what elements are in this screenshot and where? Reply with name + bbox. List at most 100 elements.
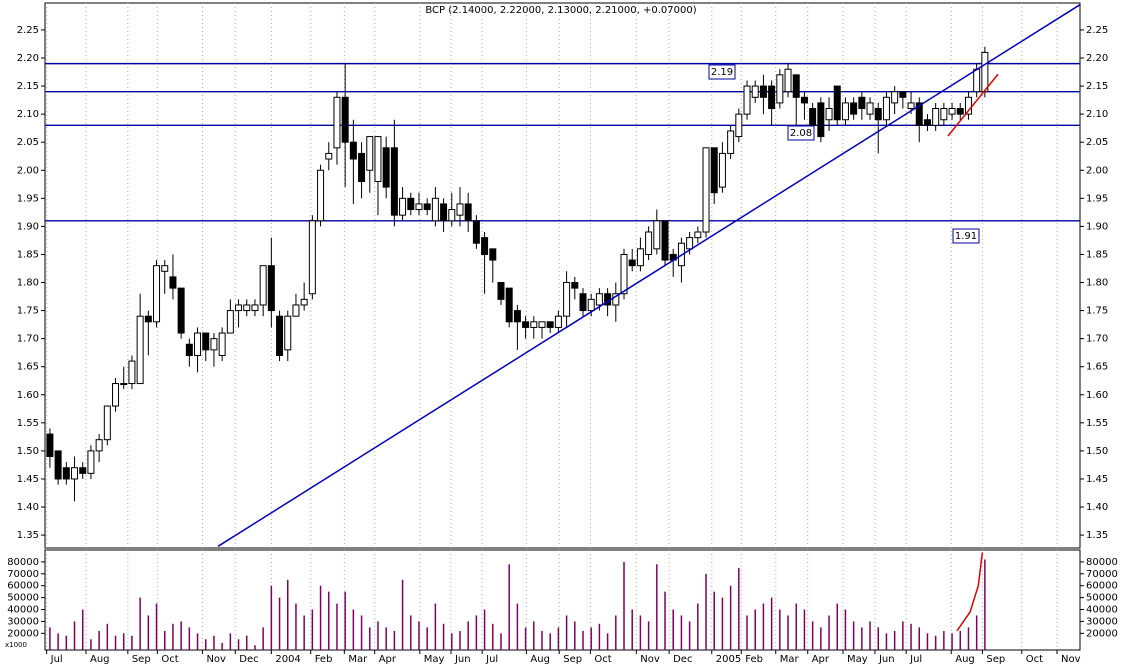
candle-body (923, 119, 931, 126)
y-tick-label: 1.40 (17, 502, 39, 513)
x-tick-label: Feb (315, 654, 333, 665)
y-tick-label: 2.25 (17, 25, 39, 36)
candle-body (948, 108, 956, 115)
x-tick-label: Oct (1026, 654, 1043, 665)
candle-body (226, 310, 234, 334)
candle-body (899, 91, 907, 98)
candle-body (71, 467, 79, 480)
y-tick-label: 2.00 (1086, 165, 1108, 176)
candle-body (513, 310, 521, 323)
x-tick-label: Jun (454, 654, 471, 665)
y-tick-label: 2.00 (17, 165, 39, 176)
candle-body (448, 209, 456, 222)
candle-body (292, 304, 300, 317)
x-tick-label: Sep (986, 654, 1005, 665)
candle-body (546, 321, 554, 328)
candle-body (809, 108, 817, 126)
plot-area: 2.19 2.08 1.91 (45, 3, 1080, 548)
candle-body (276, 315, 284, 356)
candle-body (464, 203, 472, 222)
candle-body (792, 74, 800, 98)
x-tick-label: Oct (594, 654, 611, 665)
annotation-box (952, 228, 980, 244)
candle-body (251, 304, 259, 312)
y-tick-label: 2.25 (1086, 25, 1108, 36)
candle-body (243, 304, 251, 312)
y-tick-label: 1.50 (17, 446, 39, 457)
y-tick-label: 20000 (1086, 628, 1118, 639)
y-tick-label: 1.55 (17, 418, 39, 429)
candle-body (825, 108, 833, 121)
candle-body (653, 220, 661, 250)
candle-body (645, 231, 653, 255)
candle-body (440, 203, 448, 222)
candle-body (587, 298, 595, 312)
candle-body (612, 293, 620, 306)
candle-body (62, 467, 70, 480)
candle-body (95, 439, 103, 452)
candle-body (964, 96, 972, 115)
candle-body (481, 237, 489, 255)
y-tick-label: 2.20 (17, 53, 39, 64)
annotation: 2.19 (711, 67, 733, 78)
candle-body (284, 315, 292, 351)
x-tick-label: Aug (955, 654, 975, 665)
candle-body (456, 203, 464, 216)
y-tick-label: 60000 (7, 581, 39, 592)
candle-body (571, 282, 579, 289)
candle-body (710, 147, 718, 194)
candle-body (374, 136, 382, 182)
candle-body (202, 332, 210, 351)
candle-body (112, 383, 120, 407)
candle-body (267, 265, 275, 312)
y-tick-label: 1.90 (17, 221, 39, 232)
annotation: 2.08 (790, 128, 812, 139)
annotation-box (708, 64, 736, 80)
annotation-box (787, 125, 815, 141)
x-tick-label: Apr (812, 654, 830, 665)
candle-body (194, 332, 202, 356)
y-tick-label: 1.55 (1086, 418, 1108, 429)
candle-body (702, 147, 710, 233)
candle-body (636, 248, 644, 267)
candle-body (218, 332, 226, 356)
y-tick-label: 2.10 (1086, 109, 1108, 120)
y-tick-label: 1.70 (17, 334, 39, 345)
x-tick-label: Jul (909, 654, 922, 665)
candle-body (595, 293, 603, 306)
x-tick-label: Feb (745, 654, 763, 665)
chart-title: BCP (2.14000, 2.22000, 2.13000, 2.21000,… (425, 5, 696, 16)
candle-body (768, 85, 776, 110)
candle-body (858, 96, 866, 110)
candle-body (407, 197, 415, 211)
candle-body (103, 405, 111, 441)
plot-area (46, 550, 1058, 650)
candle-body (563, 282, 571, 317)
y-tick-label: 80000 (1086, 557, 1118, 568)
y-tick-label: 1.75 (1086, 306, 1108, 317)
y-tick-label: 2.20 (1086, 53, 1108, 64)
candle-body (489, 248, 497, 261)
x-tick-label: Jun (878, 654, 895, 665)
x-tick-label: Mar (348, 654, 368, 665)
candle-body (161, 265, 169, 272)
candle-body (915, 102, 923, 126)
y-tick-label: 1.60 (17, 390, 39, 401)
candle-body (169, 276, 177, 289)
candle-body (308, 220, 316, 295)
candle-body (579, 293, 587, 312)
trend-line (956, 552, 984, 632)
y-tick-label: 30000 (1086, 616, 1118, 627)
price-panel (44, 2, 1081, 549)
x-tick-label: Jul (50, 654, 63, 665)
trend-line (217, 4, 1080, 547)
candle-body (317, 169, 325, 222)
candle-body (907, 102, 915, 110)
candle-body (497, 282, 505, 300)
candle-body (932, 108, 940, 126)
candle-body (841, 102, 849, 121)
y-tick-label: 1.95 (17, 193, 39, 204)
y-tick-label: 1.50 (1086, 446, 1108, 457)
candle-body (366, 136, 374, 171)
y-tick-label: 2.05 (1086, 137, 1108, 148)
